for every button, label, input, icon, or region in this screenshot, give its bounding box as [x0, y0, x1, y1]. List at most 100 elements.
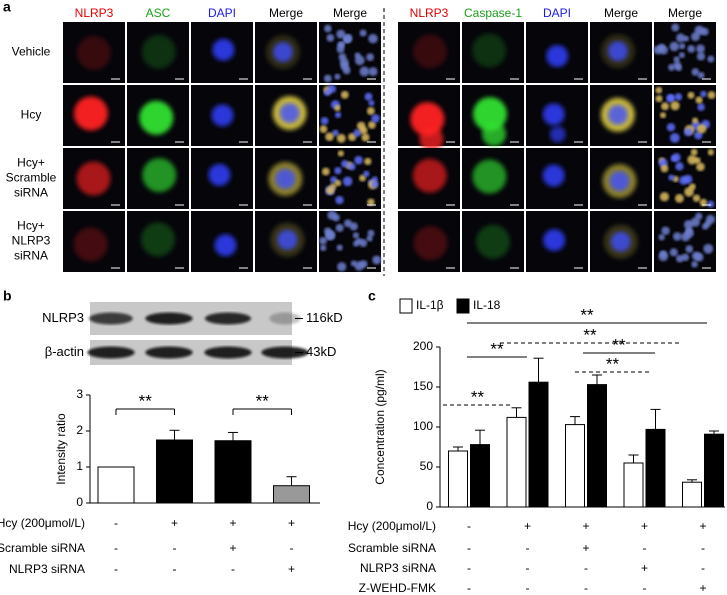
cell: [141, 34, 176, 69]
cell: [670, 101, 680, 111]
cell: [655, 86, 663, 94]
cell: [546, 45, 569, 68]
cell: [366, 235, 373, 242]
cell: [481, 122, 506, 147]
cell: [350, 260, 357, 267]
cell: [349, 222, 358, 231]
legend-swatch: [456, 298, 470, 314]
significance-label: **: [580, 305, 594, 324]
blot-protein: β-actin: [45, 344, 84, 359]
cell: [372, 255, 382, 265]
cell: [410, 102, 445, 137]
micrograph: [255, 22, 317, 83]
micrograph: [590, 85, 652, 146]
cell: [675, 64, 683, 72]
cell: [361, 133, 370, 142]
blot-band: [269, 312, 301, 325]
cell: [76, 35, 111, 70]
cell: [326, 33, 335, 42]
nucleus: [279, 103, 300, 124]
cell: [334, 73, 341, 80]
micrograph: [462, 148, 524, 209]
cell: [691, 68, 700, 76]
y-axis-label: Concentration (pg/ml): [373, 369, 387, 484]
condition-value: -: [173, 541, 177, 555]
condition-value: +: [171, 516, 178, 530]
blot-band: [145, 312, 193, 325]
y-tick-label: 50: [420, 459, 434, 473]
cell: [342, 66, 351, 75]
cell: [368, 99, 375, 107]
micrograph: [398, 85, 460, 152]
cell: [327, 210, 337, 220]
cell: [659, 192, 670, 202]
cell: [704, 220, 712, 228]
cell: [543, 229, 566, 252]
condition-label: Scramble siRNA: [348, 541, 436, 555]
cell: [660, 164, 669, 173]
cell: [694, 25, 705, 36]
cell: [549, 126, 566, 143]
condition-value: -: [643, 541, 647, 555]
micrograph: [590, 148, 652, 209]
cell: [653, 45, 663, 55]
cell: [707, 91, 716, 100]
condition-label: Hcy (200μmol/L): [0, 516, 85, 530]
row-label: Hcy+: [17, 219, 45, 233]
cell: [683, 174, 693, 184]
y-tick-label: 2: [76, 423, 83, 437]
column-header: Merge: [333, 6, 367, 20]
column-header: DAPI: [543, 6, 571, 20]
condition-value: -: [467, 519, 471, 533]
bar: [470, 444, 490, 508]
cell: [670, 155, 678, 162]
cell: [687, 44, 696, 53]
blot-band: [204, 312, 252, 325]
bar: [528, 381, 549, 508]
micrograph: [63, 22, 125, 83]
micrograph: [398, 22, 460, 83]
cell: [697, 124, 707, 134]
cell: [687, 154, 697, 165]
cell: [363, 170, 370, 178]
cell: [674, 93, 683, 101]
bar: [214, 440, 252, 504]
bar: [448, 450, 468, 508]
cell: [355, 237, 362, 245]
cell: [661, 226, 670, 236]
cell: [694, 157, 701, 164]
significance-label: **: [490, 339, 504, 358]
y-tick-label: 0: [426, 499, 433, 513]
micrograph: [63, 211, 125, 272]
cell: [671, 23, 680, 32]
cell: [676, 33, 686, 43]
condition-value: +: [524, 519, 531, 533]
cell: [675, 162, 684, 171]
cell: [367, 198, 375, 207]
cell: [659, 112, 667, 119]
condition-value: +: [582, 519, 589, 533]
cell: [696, 162, 705, 172]
cell: [337, 150, 344, 157]
cell: [683, 220, 694, 230]
cell: [354, 261, 364, 271]
cell: [666, 123, 676, 132]
cell: [542, 164, 565, 187]
micrograph: [63, 148, 125, 209]
cell: [669, 132, 680, 143]
cell: [359, 29, 367, 37]
cell: [323, 74, 332, 83]
condition-value: -: [584, 561, 588, 575]
micrograph: [127, 211, 189, 272]
condition-value: -: [526, 581, 530, 595]
column-header: Merge: [668, 6, 702, 20]
cell: [73, 227, 108, 262]
micrograph: [255, 211, 317, 272]
condition-value: -: [114, 516, 118, 530]
row-label: siRNA: [14, 249, 48, 263]
column-header: ASC: [146, 6, 171, 20]
micrograph: [127, 148, 189, 209]
cell: [335, 223, 344, 232]
micrograph: [590, 22, 652, 83]
condition-value: -: [526, 561, 530, 575]
